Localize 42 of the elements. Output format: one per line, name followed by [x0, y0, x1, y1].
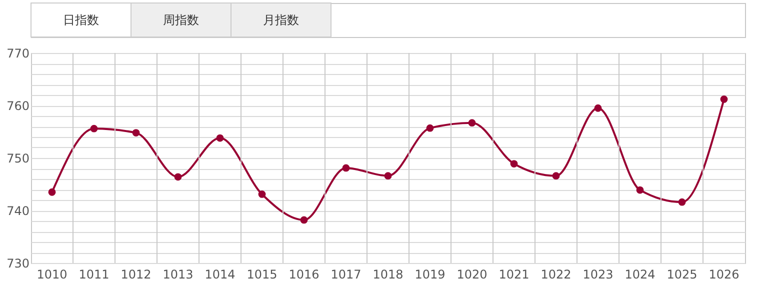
text: 月指数 — [263, 13, 299, 27]
point — [384, 172, 392, 180]
y-tick-label: 750 — [6, 152, 30, 166]
point — [594, 104, 602, 112]
text: 日指数 — [63, 13, 99, 27]
point — [552, 172, 560, 180]
y-tick-label: 740 — [6, 204, 30, 218]
x-tick-label: 1016 — [288, 268, 320, 282]
x-tick-label: 1024 — [624, 268, 656, 282]
y-tick-label: 730 — [6, 256, 30, 270]
x-tick-label: 1014 — [204, 268, 236, 282]
point — [132, 129, 140, 136]
x-tick-label: 1020 — [456, 268, 488, 282]
point — [174, 173, 182, 181]
point — [258, 190, 266, 198]
point — [426, 124, 434, 132]
x-tick-label: 1026 — [708, 268, 740, 282]
point — [510, 160, 518, 168]
x-tick-label: 1022 — [540, 268, 572, 282]
x-tick-label: 1015 — [246, 268, 278, 282]
point — [90, 124, 98, 132]
x-tick-label: 1013 — [162, 268, 194, 282]
x-tick-label: 1012 — [120, 268, 152, 282]
x-tick-label: 1023 — [582, 268, 614, 282]
point — [468, 119, 476, 127]
x-tick-label: 1017 — [330, 268, 362, 282]
text: 周指数 — [163, 13, 199, 27]
point — [720, 96, 728, 103]
x-tick-label: 1011 — [78, 268, 110, 282]
point — [342, 164, 350, 172]
point — [216, 134, 224, 142]
x-tick-label: 1010 — [36, 268, 68, 282]
y-tick-label: 770 — [6, 46, 30, 60]
point — [678, 198, 686, 206]
point — [636, 186, 644, 194]
x-tick-label: 1021 — [498, 268, 530, 282]
point — [300, 216, 308, 224]
y-tick-label: 760 — [6, 99, 30, 113]
x-tick-label: 1018 — [372, 268, 404, 282]
x-tick-label: 1025 — [666, 268, 698, 282]
x-tick-label: 1019 — [414, 268, 446, 282]
point — [48, 188, 56, 196]
